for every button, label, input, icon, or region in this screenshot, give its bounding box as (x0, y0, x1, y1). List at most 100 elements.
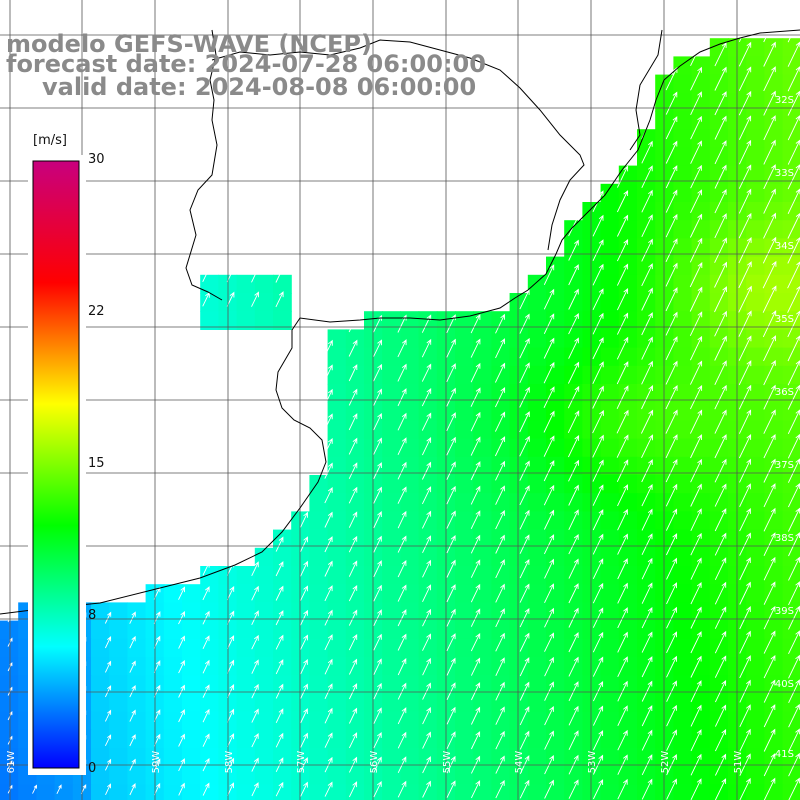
wind-cell (527, 584, 547, 603)
wind-arrow (422, 682, 431, 700)
wind-cell (746, 657, 765, 676)
wind-cell (655, 274, 674, 294)
wind-arrow (714, 237, 727, 263)
wind-arrow (348, 732, 358, 749)
wind-cell (709, 657, 729, 676)
wind-cell (782, 165, 800, 185)
wind-cell (746, 365, 765, 385)
wind-cell (673, 311, 693, 330)
wind-arrow (324, 388, 333, 406)
wind-arrow (251, 659, 259, 674)
wind-cell (382, 329, 401, 349)
wind-cell (691, 638, 711, 658)
wind-cell (455, 529, 474, 549)
wind-arrow (665, 116, 678, 140)
wind-arrow (689, 311, 703, 336)
wind-arrow (373, 560, 382, 578)
wind-cell (691, 293, 711, 312)
wind-cell (564, 784, 583, 800)
wind-arrow (617, 680, 628, 702)
wind-cell (746, 784, 765, 800)
wind-cell (473, 748, 492, 767)
wind-cell (655, 202, 674, 221)
wind-cell (455, 402, 474, 421)
wind-arrow (178, 782, 185, 796)
wind-arrow (763, 359, 776, 386)
wind-arrow (421, 412, 432, 431)
wind-cell (200, 693, 219, 713)
wind-arrow (616, 190, 629, 213)
wind-cell (728, 147, 747, 167)
wind-cell (709, 420, 729, 440)
wind-cell (491, 711, 511, 731)
wind-cell (509, 602, 529, 622)
wind-cell (728, 620, 747, 640)
wind-arrow (202, 708, 210, 723)
wind-cell (746, 748, 765, 767)
wind-arrow (763, 458, 776, 483)
wind-arrow (470, 632, 481, 652)
wind-arrow (690, 557, 702, 580)
wind-cell (327, 784, 347, 800)
wind-cell (455, 347, 474, 367)
wind-arrow (763, 483, 776, 508)
wind-arrow (738, 164, 752, 189)
wind-cell (764, 202, 784, 221)
wind-cell (491, 475, 511, 494)
wind-cell (509, 748, 529, 767)
wind-arrow (689, 409, 703, 434)
wind-cell (546, 784, 565, 800)
wind-arrow (202, 684, 210, 698)
wind-cell (746, 220, 765, 239)
wind-cell (0, 638, 19, 658)
wind-cell (782, 438, 800, 458)
wind-cell (291, 766, 310, 785)
wind-cell (527, 420, 547, 440)
wind-arrow (739, 606, 751, 630)
wind-cell (618, 602, 638, 622)
wind-arrow (422, 731, 431, 749)
wind-arrow (300, 683, 308, 699)
wind-arrow (665, 336, 678, 361)
wind-cell (418, 529, 438, 549)
wind-cell (254, 584, 274, 603)
wind-cell (637, 147, 656, 167)
longitude-label: 57W (296, 751, 307, 774)
wind-cell (728, 165, 747, 185)
wind-arrow (617, 778, 628, 800)
wind-arrow (543, 313, 555, 334)
wind-cell (527, 493, 547, 512)
wind-arrow (104, 660, 112, 673)
wind-cell (691, 384, 711, 403)
wind-cell (764, 620, 784, 640)
wind-arrow (544, 705, 554, 726)
wind-cell (345, 347, 365, 367)
wind-cell (673, 602, 693, 622)
wind-arrow (519, 632, 530, 652)
wind-cell (782, 657, 800, 676)
wind-cell (564, 602, 583, 622)
wind-cell (782, 38, 800, 57)
wind-arrow (616, 336, 629, 360)
wind-cell (509, 693, 529, 713)
longitude-label: 55W (442, 751, 453, 774)
wind-arrow (470, 682, 481, 701)
wind-arrow (544, 779, 554, 799)
latitude-label: 36S (775, 387, 794, 398)
wind-cell (455, 729, 474, 749)
wind-cell (673, 729, 693, 749)
wind-cell (691, 729, 711, 749)
wind-cell (691, 420, 711, 440)
wind-arrow (275, 585, 284, 601)
wind-cell (600, 274, 620, 294)
wind-cell (637, 766, 656, 785)
wind-cell (509, 475, 529, 494)
wind-cell (546, 456, 565, 476)
wind-cell (91, 602, 110, 622)
wind-cell (637, 711, 656, 731)
wind-cell (455, 620, 474, 640)
wind-cell (382, 384, 401, 403)
wind-cell (582, 675, 602, 694)
wind-arrow (397, 339, 407, 358)
